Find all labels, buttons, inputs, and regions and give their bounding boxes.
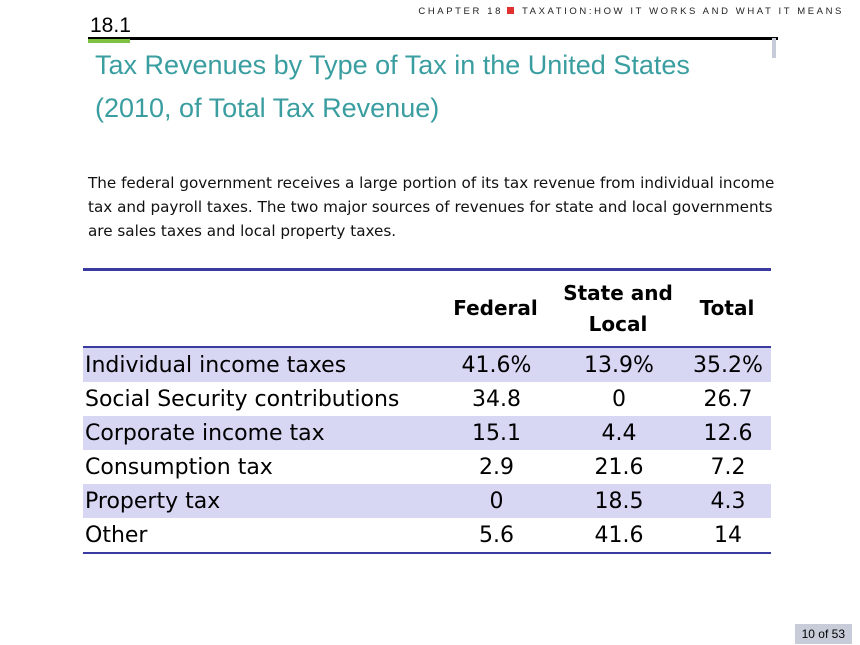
- federal-value: 2.9: [479, 454, 514, 480]
- slide-title-line-2: (2010, of Total Tax Revenue): [95, 93, 440, 123]
- table-row: Property tax 0 18.5 4.3: [83, 484, 771, 518]
- page-counter: 10 of 53: [794, 624, 852, 644]
- row-label: Corporate income tax: [85, 420, 325, 446]
- state-local-value: 0: [612, 386, 626, 412]
- federal-value: 0: [489, 488, 504, 514]
- federal-value: 41.6%: [461, 352, 532, 378]
- column-header-state-local: State and Local: [563, 280, 673, 336]
- header-rule-tail: [772, 38, 776, 58]
- section-number: 18.1: [90, 14, 131, 37]
- total-value: 35.2%: [693, 352, 763, 378]
- table-row: Other 5.6 41.6 14: [83, 518, 771, 553]
- description-text: The federal government receives a large …: [88, 174, 775, 240]
- table-row: Individual income taxes 41.6% 13.9% 35.2…: [83, 347, 771, 382]
- total-value: 14: [714, 522, 742, 548]
- row-label: Consumption tax: [85, 454, 273, 480]
- total-value: 7.2: [710, 454, 746, 480]
- state-local-value: 18.5: [594, 488, 644, 514]
- slide-title: Tax Revenues by Type of Tax in the Unite…: [95, 44, 775, 130]
- chapter-label: CHAPTER 18: [418, 6, 503, 17]
- section-accent: [88, 39, 130, 43]
- chapter-marker-icon: [506, 7, 514, 14]
- total-value: 26.7: [703, 386, 753, 412]
- state-local-value: 4.4: [601, 420, 637, 446]
- total-value: 12.6: [703, 420, 753, 446]
- state-local-value: 41.6: [594, 522, 644, 548]
- column-header-federal: Federal: [453, 296, 538, 320]
- row-label: Other: [85, 522, 148, 548]
- column-header-total: Total: [699, 296, 755, 320]
- header-rule: [88, 37, 778, 40]
- table-row: Corporate income tax 15.1 4.4 12.6: [83, 416, 771, 450]
- row-label: Property tax: [85, 488, 221, 514]
- chapter-header: CHAPTER 18 TAXATION:HOW IT WORKS AND WHAT…: [418, 6, 844, 17]
- federal-value: 15.1: [472, 420, 521, 446]
- row-label: Individual income taxes: [85, 352, 347, 378]
- tax-revenue-table: Federal State and Local Total Individual…: [83, 268, 771, 554]
- column-header-label: [83, 270, 438, 348]
- state-local-value: 21.6: [594, 454, 644, 480]
- table-row: Social Security contributions 34.8 0 26.…: [83, 382, 771, 416]
- slide-title-line-1: Tax Revenues by Type of Tax in the Unite…: [95, 50, 690, 80]
- federal-value: 5.6: [479, 522, 514, 548]
- table-header-row: Federal State and Local Total: [83, 269, 771, 348]
- chapter-title: TAXATION:HOW IT WORKS AND WHAT IT MEANS: [521, 6, 844, 17]
- state-local-value: 13.9%: [584, 352, 654, 378]
- row-label: Social Security contributions: [85, 386, 400, 412]
- table-row: Consumption tax 2.9 21.6 7.2: [83, 450, 771, 484]
- total-value: 4.3: [710, 488, 746, 514]
- federal-value: 34.8: [472, 386, 521, 412]
